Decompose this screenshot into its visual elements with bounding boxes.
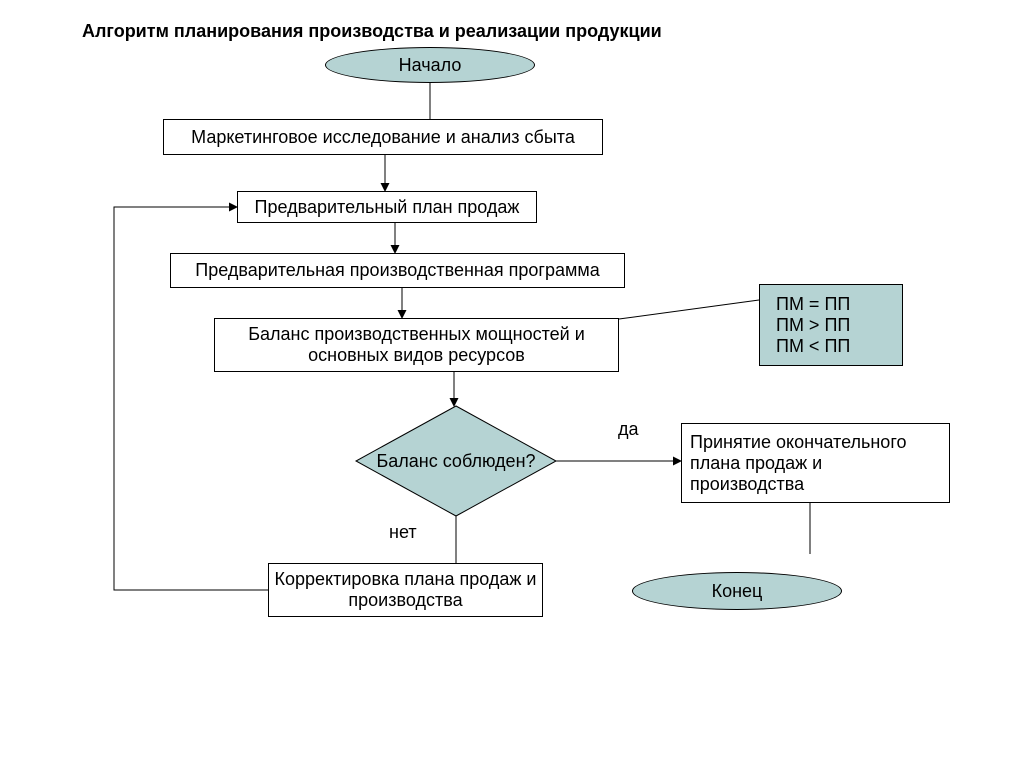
flowchart-canvas: Баланс соблюден?	[0, 0, 1024, 767]
node-decision-label: Баланс соблюден?	[356, 406, 556, 516]
node-step1: Маркетинговое исследование и анализ сбыт…	[163, 119, 603, 155]
node-step4: Баланс производственных мощностей и осно…	[214, 318, 619, 372]
node-correct: Корректировка плана продаж и производств…	[268, 563, 543, 617]
node-step4-label: Баланс производственных мощностей и осно…	[215, 324, 618, 366]
node-step3-label: Предварительная производственная програм…	[195, 260, 599, 281]
node-step1-label: Маркетинговое исследование и анализ сбыт…	[191, 127, 575, 148]
node-start: Начало	[325, 47, 535, 83]
node-end: Конец	[632, 572, 842, 610]
node-accept-label: Принятие окончательного плана продаж и п…	[690, 432, 941, 495]
node-correct-label: Корректировка плана продаж и производств…	[269, 569, 542, 611]
node-conditions-label: ПМ = ПП ПМ > ПП ПМ < ПП	[776, 294, 850, 357]
node-accept: Принятие окончательного плана продаж и п…	[681, 423, 950, 503]
edge-label-no: нет	[389, 522, 417, 543]
node-step3: Предварительная производственная програм…	[170, 253, 625, 288]
diagram-title: Алгоритм планирования производства и реа…	[82, 21, 662, 42]
node-step2: Предварительный план продаж	[237, 191, 537, 223]
node-end-label: Конец	[712, 581, 763, 602]
edge-label-yes: да	[618, 419, 639, 440]
node-step2-label: Предварительный план продаж	[255, 197, 520, 218]
node-conditions: ПМ = ПП ПМ > ПП ПМ < ПП	[759, 284, 903, 366]
node-start-label: Начало	[399, 55, 462, 76]
